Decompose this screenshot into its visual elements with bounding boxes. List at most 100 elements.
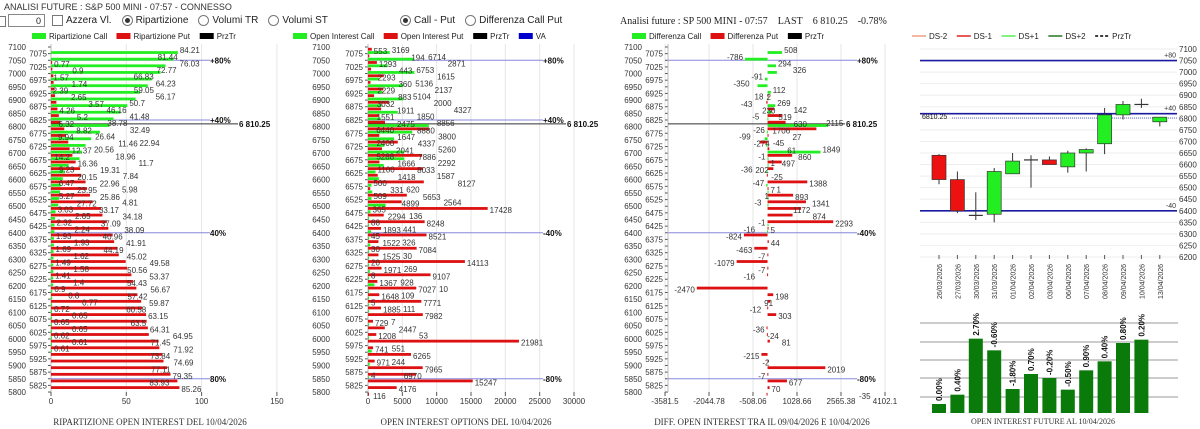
- put-bar: [767, 94, 769, 98]
- call-bar: [368, 323, 369, 326]
- value-label: -3: [754, 199, 762, 208]
- value-label: 497: [782, 160, 796, 169]
- oi-bar: [1097, 361, 1112, 413]
- oi-bar-label: 0.00%: [935, 378, 944, 401]
- value-label: 50.7: [129, 99, 145, 108]
- call-bar: [368, 223, 369, 227]
- value-label: -1079: [714, 259, 735, 268]
- put-bar: [51, 160, 76, 164]
- left-checkbox[interactable]: [0, 16, 6, 27]
- call-bar: [51, 217, 55, 220]
- value-label: 22.96: [100, 180, 121, 189]
- legend-swatch: [473, 33, 488, 39]
- value-label: 41.48: [129, 112, 150, 121]
- call-bar: [51, 223, 55, 227]
- strike-label: 6475: [645, 209, 663, 218]
- value-label: 365: [373, 205, 387, 214]
- strike-label: 6250: [312, 269, 330, 278]
- value-label: 7982: [425, 312, 443, 321]
- legend-label: DS-1: [974, 32, 993, 41]
- strike-label: 6275: [29, 262, 47, 271]
- put-bar: [766, 173, 768, 177]
- strike-label: 6875: [345, 103, 363, 112]
- value-label: 1: [777, 185, 782, 194]
- call-bar: [51, 263, 54, 267]
- call-bar: [368, 256, 369, 260]
- put-bar: [51, 240, 115, 244]
- strike-label: 6100: [624, 308, 642, 317]
- put-bar: [51, 273, 132, 277]
- put-bar: [767, 359, 769, 363]
- value-label: 112: [773, 86, 786, 95]
- value-label: 76.03: [180, 59, 201, 68]
- strike-label: 5875: [29, 368, 47, 377]
- value-label: 1.74: [72, 80, 88, 89]
- put-bar: [51, 61, 53, 64]
- x-tick-label: -508.06: [739, 397, 767, 406]
- prztr-label: 6 810.25: [239, 120, 271, 129]
- call-bar: [767, 64, 776, 68]
- put-bar: [736, 260, 768, 263]
- call-bar: [368, 217, 369, 220]
- candle-body: [986, 171, 1002, 215]
- call-bar: [368, 362, 370, 366]
- y-tick-label: 6900: [1179, 91, 1197, 100]
- put-bar: [368, 94, 375, 98]
- call-bar: [368, 250, 369, 253]
- oi-bar: [1060, 389, 1075, 413]
- radio-volumi-st[interactable]: Volumi ST: [268, 15, 328, 26]
- strike-label: 6700: [8, 149, 26, 158]
- date-label: 27/03/2026: [955, 264, 962, 299]
- call-bar: [368, 137, 395, 141]
- radio-diff-call-put[interactable]: Differenza Call Put: [465, 15, 562, 26]
- strike-label: 5975: [29, 342, 47, 351]
- radio-volumi-tr[interactable]: Volumi TR: [198, 15, 258, 26]
- strike-label: 6900: [8, 96, 26, 105]
- level-label: -80%: [543, 375, 562, 384]
- number-input[interactable]: 0: [8, 14, 45, 27]
- radio-call-put[interactable]: Call - Put: [400, 15, 455, 26]
- value-label: 59.05: [134, 86, 155, 95]
- value-label: 0.61: [72, 338, 88, 347]
- legend-label: VA: [536, 32, 547, 41]
- put-bar: [767, 273, 769, 277]
- azzera-label: Azzera Vl.: [66, 15, 112, 26]
- value-label: -35: [859, 392, 871, 401]
- put-bar: [368, 87, 384, 91]
- strike-label: 6000: [8, 335, 26, 344]
- value-label: 25.86: [100, 193, 121, 202]
- radio-ripartizione[interactable]: Ripartizione: [121, 15, 188, 26]
- strike-label: 6025: [345, 328, 363, 337]
- value-label: 1551: [377, 113, 395, 122]
- strike-label: 5850: [8, 375, 26, 384]
- call-bar: [51, 329, 52, 333]
- strike-label: 6100: [8, 308, 26, 317]
- call-bar: [51, 90, 140, 94]
- legend-label: Differenza Put: [728, 32, 779, 41]
- value-label: -1: [758, 152, 766, 161]
- value-label: 71.92: [173, 345, 194, 354]
- value-label: -824: [726, 233, 743, 242]
- put-bar: [767, 293, 774, 297]
- value-label: 23.95: [77, 186, 98, 195]
- value-label: 30: [371, 245, 380, 254]
- call-bar: [51, 203, 59, 207]
- value-label: 2.65: [75, 212, 91, 221]
- value-label: 620: [406, 185, 420, 194]
- oi-bar-label: 2.70%: [972, 313, 981, 336]
- put-bar: [51, 280, 133, 283]
- call-bar: [51, 57, 174, 61]
- put-bar: [368, 339, 519, 343]
- y-tick-label: 6850: [1179, 103, 1197, 112]
- strike-label: 6900: [312, 96, 330, 105]
- strike-label: 6550: [8, 189, 26, 198]
- put-bar: [368, 74, 384, 78]
- put-bar: [368, 333, 377, 336]
- strike-label: 5950: [624, 348, 642, 357]
- azzera-checkbox[interactable]: Azzera Vl.: [52, 15, 112, 26]
- value-label: 7771: [423, 299, 441, 308]
- strike-label: 6950: [312, 83, 330, 92]
- call-bar: [51, 130, 100, 134]
- strike-label: 6600: [8, 176, 26, 185]
- put-bar: [368, 153, 423, 157]
